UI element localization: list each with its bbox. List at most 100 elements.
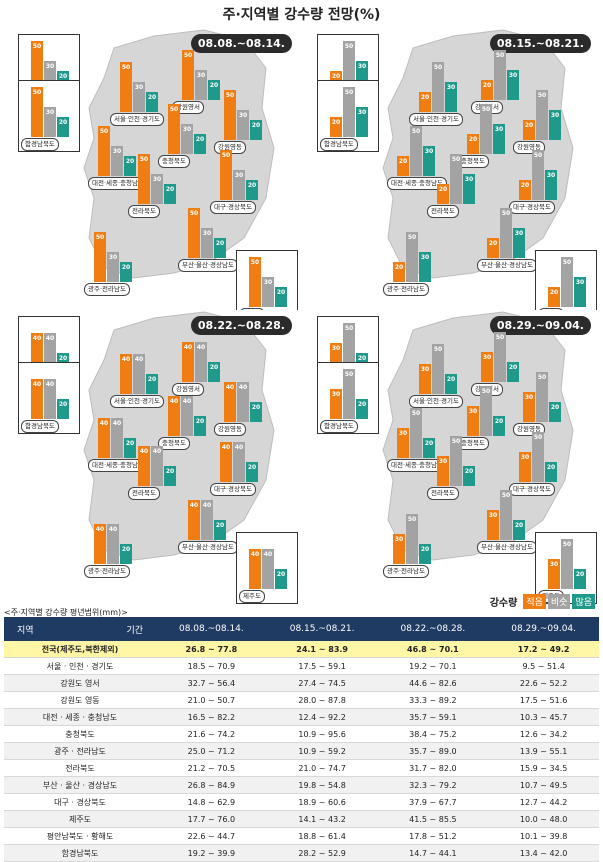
region-chart: 40 40 20 전라북도: [128, 422, 196, 500]
bar-value-label: 50: [495, 334, 505, 341]
bar-high: 20: [545, 462, 557, 482]
bar-value-label: 20: [514, 522, 524, 529]
region-label: 대구·경상북도: [210, 483, 256, 496]
table-row: 광주 · 전라남도 25.0 ~ 71.2 10.9 ~ 59.2 35.7 ~ 89…: [4, 742, 599, 760]
bar-low: 20: [437, 184, 449, 204]
bar-value-label: 20: [508, 364, 518, 371]
bar-value-label: 20: [424, 440, 434, 447]
region-chart: 30 50 20 충청북도: [457, 372, 525, 450]
bar-high: 30: [574, 277, 586, 307]
region-chart: 20 50 30 충청북도: [457, 90, 525, 168]
forecast-panel-1: 08.08.~08.14.503020평안남북도·황해도503020함경남북도5…: [4, 28, 300, 322]
bar-value-label: 20: [251, 122, 261, 129]
row-range-value: 21.2 ~ 70.5: [156, 759, 267, 777]
header-period: 기간: [126, 625, 143, 636]
bar-value-label: 40: [238, 384, 248, 391]
bar-low: 40: [94, 524, 106, 564]
bar-value-label: 40: [196, 344, 206, 351]
region-chart: 305020제주도: [535, 532, 597, 604]
bar-value-label: 30: [108, 254, 118, 261]
bar-value-label: 30: [549, 561, 559, 568]
header-period-1: 08.08.~08.14.: [156, 617, 267, 641]
bar-value-label: 20: [209, 82, 219, 89]
bar-low: 40: [138, 446, 150, 486]
bar-low: 30: [467, 406, 479, 436]
bar-value-label: 40: [139, 448, 149, 455]
row-range-value: 14.7 ~ 44.1: [377, 844, 489, 862]
bar-high: 30: [545, 170, 557, 200]
bar-value-label: 30: [550, 112, 560, 119]
bar-value-label: 20: [165, 468, 175, 475]
bar-value-label: 30: [45, 109, 55, 116]
row-range-value: 26.8 ~ 84.9: [156, 776, 267, 794]
bar-value-label: 50: [562, 541, 572, 548]
row-range-value: 10.9 ~ 95.6: [266, 725, 378, 743]
region-label: 서울·인천·경기도: [409, 113, 463, 126]
bar-high: 30: [445, 82, 457, 112]
bar-value-label: 30: [134, 84, 144, 91]
bar-normal: 30: [107, 252, 119, 282]
bar-value-label: 50: [139, 156, 149, 163]
bar-low: 50: [188, 208, 200, 258]
legend-normal: 비슷: [547, 594, 571, 609]
region-chart: 20 50 30 서울·인천·경기도: [409, 48, 477, 126]
bar-normal: 50: [561, 539, 573, 589]
header-region: 지역: [17, 625, 34, 636]
row-region-name: 충청북도: [4, 725, 156, 743]
bar-value-label: 30: [234, 172, 244, 179]
bar-value-label: 20: [247, 464, 257, 471]
bar-value-label: 30: [112, 148, 122, 155]
region-label: 광주·전라남도: [383, 565, 429, 578]
bar-value-label: 30: [398, 430, 408, 437]
bar-value-label: 20: [276, 289, 286, 296]
bar-value-label: 40: [250, 551, 260, 558]
bar-value-label: 30: [488, 512, 498, 519]
bar-low: 50: [98, 126, 110, 176]
bar-normal: 50: [480, 104, 492, 154]
bar-value-label: 40: [221, 444, 231, 451]
bar-normal: 40: [133, 354, 145, 394]
bar-normal: 50: [343, 323, 355, 373]
bar-normal: 40: [233, 442, 245, 482]
region-chart: 20 50 30 부산·울산·경상남도: [477, 194, 545, 272]
row-range-value: 38.4 ~ 75.2: [377, 725, 489, 743]
region-label: 함경남북도: [21, 420, 59, 433]
period-badge: 08.08.~08.14.: [190, 34, 292, 53]
bar-value-label: 40: [189, 502, 199, 509]
bar-value-label: 50: [433, 346, 443, 353]
row-range-value: 15.9 ~ 34.5: [488, 759, 599, 777]
region-label: 대구·경상북도: [509, 201, 555, 214]
bar-value-label: 20: [438, 186, 448, 193]
region-chart: 20 50 30 전라북도: [427, 140, 495, 218]
bar-high: 20: [549, 402, 561, 422]
bar-value-label: 20: [195, 136, 205, 143]
region-chart: 20 50 30 대구·경상북도: [509, 136, 577, 214]
row-range-value: 27.4 ~ 74.5: [266, 674, 378, 692]
table-row: 제주도 17.7 ~ 76.0 14.1 ~ 43.2 41.5 ~ 85.5 10.0…: [4, 810, 599, 828]
table-row: 대구 · 경상북도 14.8 ~ 62.9 18.9 ~ 60.6 37.9 ~ 67…: [4, 793, 599, 811]
bar-value-label: 50: [407, 234, 417, 241]
bar-value-label: 30: [420, 366, 430, 373]
region-chart: 30 50 20 서울·인천·경기도: [409, 330, 477, 408]
region-chart: 30 50 20 대구·경상북도: [509, 418, 577, 496]
region-chart: 40 40 20 강원영서: [172, 318, 240, 396]
row-range-value: 32.7 ~ 56.4: [156, 674, 267, 692]
bar-value-label: 20: [357, 401, 367, 408]
region-label: 부산·울산·경상남도: [477, 259, 537, 272]
bar-value-label: 20: [165, 186, 175, 193]
bar-normal: 30: [133, 82, 145, 112]
table-row: 전라북도 21.2 ~ 70.5 21.0 ~ 74.7 31.7 ~ 82.0 15.…: [4, 759, 599, 777]
bar-high: 20: [246, 180, 258, 200]
bar-value-label: 20: [546, 464, 556, 471]
region-chart: 40 40 20 부산·울산·경상남도: [178, 476, 246, 554]
bar-normal: 50: [500, 490, 512, 540]
forecast-panel-2: 08.15.~08.21.205030평안남북도·황해도205030함경남북도2…: [303, 28, 599, 322]
bar-high: 20: [208, 80, 220, 100]
bar-value-label: 20: [147, 376, 157, 383]
region-label: 대전·세종·충청남도: [88, 459, 148, 472]
row-range-value: 12.7 ~ 44.2: [488, 793, 599, 811]
row-range-value: 24.1 ~ 83.9: [266, 641, 378, 658]
bar-normal: 30: [201, 228, 213, 258]
bar-high: 30: [423, 146, 435, 176]
region-label: 대전·세종·충청남도: [387, 177, 447, 190]
